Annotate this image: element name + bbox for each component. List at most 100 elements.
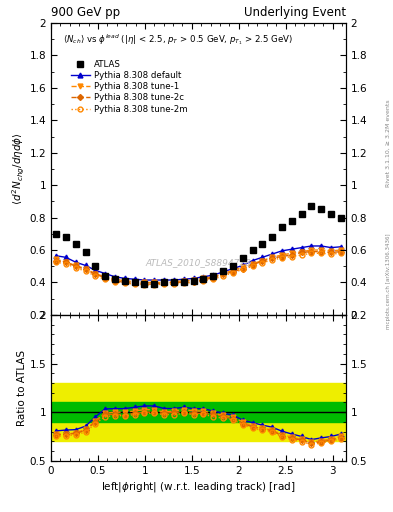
Pythia 8.308 tune-2c [221, 271, 226, 278]
Pythia 8.308 tune-2c [83, 266, 88, 272]
Pythia 8.308 tune-2c [142, 281, 147, 287]
Pythia 8.308 tune-2m [182, 280, 186, 286]
Pythia 8.308 tune-2m [132, 281, 137, 287]
Pythia 8.308 default [260, 254, 264, 261]
ATLAS [319, 206, 324, 212]
Pythia 8.308 tune-1 [221, 270, 226, 276]
ATLAS [53, 231, 58, 237]
Pythia 8.308 default [289, 246, 294, 252]
Pythia 8.308 tune-1 [250, 261, 255, 267]
Pythia 8.308 tune-2c [63, 259, 68, 265]
Pythia 8.308 default [250, 258, 255, 264]
Pythia 8.308 tune-1 [73, 262, 78, 268]
Pythia 8.308 tune-2c [73, 263, 78, 269]
ATLAS [338, 215, 343, 221]
Pythia 8.308 tune-2m [319, 250, 324, 257]
Pythia 8.308 tune-2m [53, 259, 58, 265]
ATLAS [122, 278, 127, 284]
Pythia 8.308 tune-1 [53, 256, 58, 262]
Pythia 8.308 default [329, 245, 333, 251]
Pythia 8.308 tune-2m [280, 255, 285, 261]
Pythia 8.308 default [53, 252, 58, 259]
Pythia 8.308 default [73, 259, 78, 265]
Pythia 8.308 tune-1 [103, 274, 108, 280]
Line: Pythia 8.308 tune-1: Pythia 8.308 tune-1 [53, 248, 343, 285]
Pythia 8.308 tune-2c [230, 269, 235, 275]
Pythia 8.308 tune-1 [132, 279, 137, 285]
Pythia 8.308 tune-2c [53, 258, 58, 264]
Pythia 8.308 default [182, 276, 186, 282]
ATLAS [230, 263, 235, 269]
ATLAS [142, 281, 147, 287]
Pythia 8.308 tune-2c [260, 258, 264, 264]
Pythia 8.308 tune-2m [93, 273, 97, 279]
ATLAS [93, 263, 97, 269]
Pythia 8.308 tune-2m [63, 261, 68, 267]
Pythia 8.308 tune-1 [230, 267, 235, 273]
Pythia 8.308 tune-2m [338, 250, 343, 257]
ATLAS [280, 224, 285, 230]
Pythia 8.308 default [172, 277, 176, 283]
Pythia 8.308 tune-1 [319, 247, 324, 253]
Pythia 8.308 tune-1 [270, 254, 274, 261]
ATLAS [329, 211, 333, 218]
Pythia 8.308 tune-1 [201, 275, 206, 282]
Pythia 8.308 tune-1 [83, 266, 88, 272]
Pythia 8.308 default [63, 254, 68, 261]
Legend: ATLAS, Pythia 8.308 default, Pythia 8.308 tune-1, Pythia 8.308 tune-2c, Pythia 8: ATLAS, Pythia 8.308 default, Pythia 8.30… [67, 56, 191, 117]
Pythia 8.308 tune-1 [338, 247, 343, 253]
Pythia 8.308 tune-2c [280, 253, 285, 260]
Pythia 8.308 tune-2m [152, 282, 157, 288]
Y-axis label: Ratio to ATLAS: Ratio to ATLAS [17, 350, 27, 426]
Line: Pythia 8.308 default: Pythia 8.308 default [53, 244, 343, 283]
Pythia 8.308 tune-2c [201, 277, 206, 283]
Pythia 8.308 default [142, 277, 147, 283]
Pythia 8.308 tune-2m [113, 279, 118, 285]
Pythia 8.308 default [201, 274, 206, 280]
Text: mcplots.cern.ch [arXiv:1306.3436]: mcplots.cern.ch [arXiv:1306.3436] [386, 234, 391, 329]
ATLAS [201, 276, 206, 282]
Text: ATLAS_2010_S8894728: ATLAS_2010_S8894728 [145, 258, 252, 267]
ATLAS [63, 234, 68, 240]
Pythia 8.308 tune-2m [172, 281, 176, 287]
Pythia 8.308 tune-2m [162, 281, 166, 287]
Pythia 8.308 tune-1 [329, 248, 333, 254]
Pythia 8.308 tune-1 [182, 278, 186, 284]
Pythia 8.308 tune-2m [221, 273, 226, 279]
Text: Underlying Event: Underlying Event [244, 7, 346, 19]
Pythia 8.308 tune-2c [132, 280, 137, 286]
Pythia 8.308 tune-2c [122, 280, 127, 286]
ATLAS [132, 280, 137, 286]
Pythia 8.308 tune-2m [240, 266, 245, 272]
Pythia 8.308 default [240, 262, 245, 268]
Pythia 8.308 tune-1 [260, 258, 264, 264]
Pythia 8.308 tune-1 [63, 259, 68, 265]
Pythia 8.308 default [299, 245, 304, 251]
Pythia 8.308 tune-2m [73, 265, 78, 271]
ATLAS [250, 247, 255, 253]
Pythia 8.308 tune-2c [309, 249, 314, 255]
Pythia 8.308 tune-2c [182, 280, 186, 286]
Pythia 8.308 tune-2c [93, 271, 97, 278]
Pythia 8.308 tune-2m [142, 282, 147, 288]
Pythia 8.308 default [280, 248, 285, 254]
Pythia 8.308 default [338, 244, 343, 250]
ATLAS [289, 218, 294, 224]
Pythia 8.308 tune-2c [172, 280, 176, 286]
Pythia 8.308 tune-2c [162, 280, 166, 286]
ATLAS [299, 211, 304, 218]
Pythia 8.308 tune-2c [211, 274, 216, 281]
Pythia 8.308 tune-1 [162, 280, 166, 286]
Pythia 8.308 tune-1 [122, 278, 127, 284]
Pythia 8.308 tune-2m [250, 263, 255, 269]
ATLAS [113, 276, 118, 282]
Pythia 8.308 tune-1 [299, 249, 304, 255]
Pythia 8.308 tune-2m [260, 260, 264, 266]
Pythia 8.308 tune-2c [250, 262, 255, 268]
Pythia 8.308 tune-2m [289, 253, 294, 260]
Pythia 8.308 tune-2m [191, 280, 196, 286]
Pythia 8.308 tune-2m [201, 278, 206, 284]
Pythia 8.308 tune-1 [113, 276, 118, 282]
ATLAS [211, 273, 216, 279]
Pythia 8.308 default [83, 262, 88, 268]
